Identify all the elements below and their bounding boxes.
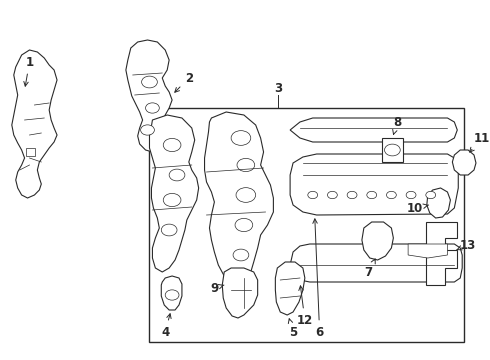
Text: 12: 12: [297, 286, 313, 327]
Text: 4: 4: [161, 314, 171, 338]
Polygon shape: [149, 108, 464, 342]
Circle shape: [169, 169, 185, 181]
Polygon shape: [204, 112, 273, 284]
Polygon shape: [408, 244, 447, 258]
Circle shape: [163, 138, 181, 152]
Polygon shape: [12, 50, 57, 198]
Text: 1: 1: [24, 55, 34, 86]
Text: 10: 10: [407, 202, 429, 215]
Polygon shape: [25, 148, 35, 156]
Circle shape: [387, 191, 396, 199]
Circle shape: [165, 290, 179, 300]
Circle shape: [236, 188, 256, 202]
Circle shape: [406, 191, 416, 199]
Circle shape: [367, 191, 377, 199]
Polygon shape: [290, 118, 457, 142]
Circle shape: [327, 191, 337, 199]
Text: 13: 13: [457, 239, 476, 252]
Text: 7: 7: [365, 259, 375, 279]
Polygon shape: [362, 222, 393, 260]
Circle shape: [347, 191, 357, 199]
Polygon shape: [161, 276, 182, 310]
Polygon shape: [275, 262, 305, 315]
Text: 2: 2: [175, 72, 193, 92]
Circle shape: [231, 131, 251, 145]
Circle shape: [308, 191, 318, 199]
Text: 11: 11: [469, 131, 490, 152]
Circle shape: [235, 219, 253, 231]
Polygon shape: [382, 138, 403, 162]
Text: 9: 9: [210, 282, 224, 294]
Polygon shape: [126, 40, 172, 152]
Text: 5: 5: [288, 319, 297, 338]
Circle shape: [233, 249, 249, 261]
Polygon shape: [290, 154, 458, 215]
Text: 8: 8: [392, 116, 401, 134]
Circle shape: [385, 144, 400, 156]
Polygon shape: [427, 188, 450, 218]
Polygon shape: [426, 222, 457, 285]
Text: 3: 3: [274, 81, 282, 95]
Polygon shape: [290, 244, 462, 282]
Circle shape: [161, 224, 177, 236]
Circle shape: [237, 158, 255, 172]
Circle shape: [146, 103, 159, 113]
Text: 6: 6: [313, 219, 324, 338]
Circle shape: [142, 76, 157, 88]
Circle shape: [163, 193, 181, 207]
Circle shape: [141, 125, 154, 135]
Polygon shape: [452, 150, 476, 175]
Circle shape: [426, 191, 436, 199]
Polygon shape: [149, 115, 198, 272]
Polygon shape: [222, 268, 258, 318]
